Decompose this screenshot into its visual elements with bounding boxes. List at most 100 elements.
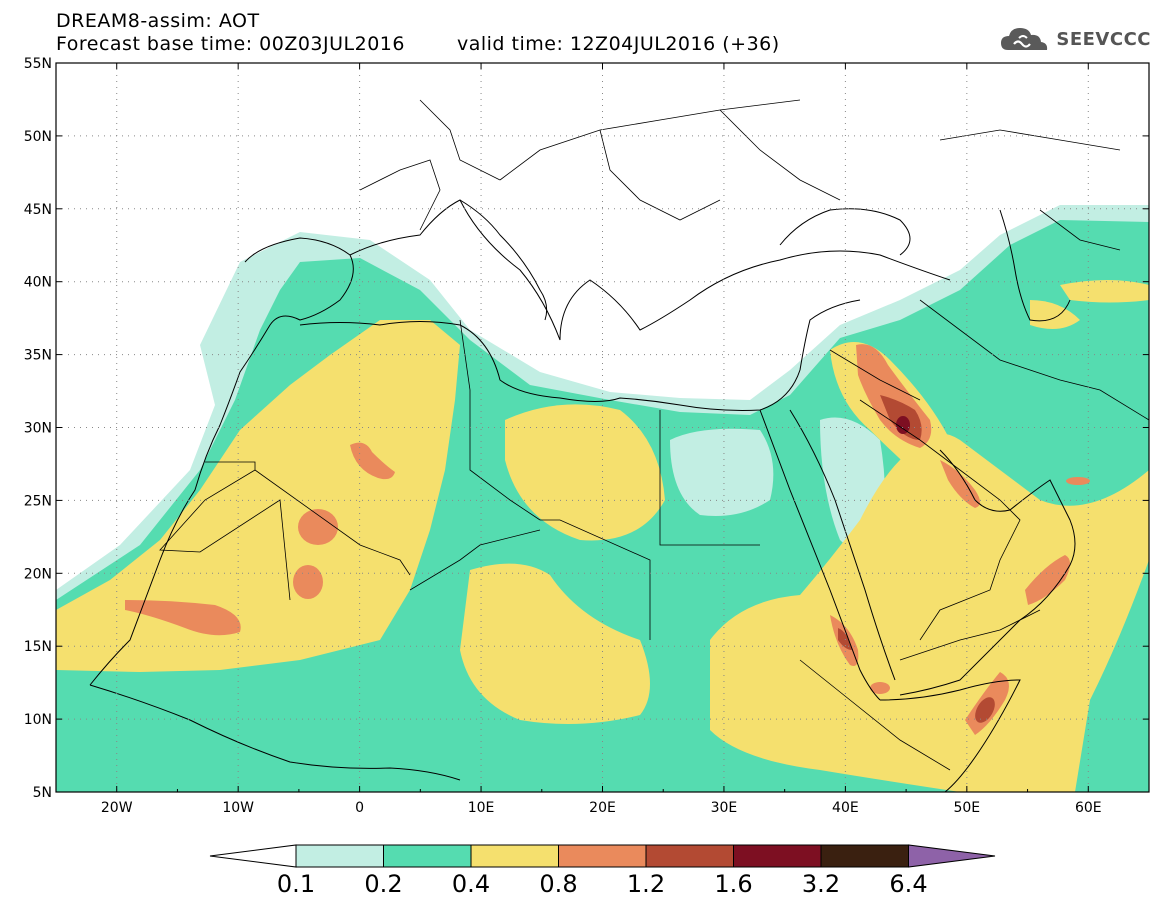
lat-label: 30N [24,421,52,437]
colorbar-label: 3.2 [801,870,841,898]
colorbar-segment [645,844,734,868]
border-iran [919,299,1149,421]
lon-tick-labels: 20W 10W 0 10E 20E 30E 40E 50E 60E [101,800,1102,816]
coast-med-south [299,321,801,411]
lat-label: 25N [24,493,52,509]
aot-band-0.4-chad [460,563,650,724]
coast-levant [799,299,861,371]
cloud-icon [1001,28,1048,50]
aot-hole-egypt [670,428,774,516]
border-france [359,159,441,231]
aot-band-0.4-libya [505,404,665,541]
border-iraq [829,349,921,401]
border-algeria-libya [459,319,541,521]
colorbar-segment [558,844,647,868]
lat-tick-labels: 55N 50N 45N 40N 35N 30N 25N 20N 15N 10N 5N [24,56,52,801]
coast-gulf [899,449,1076,696]
aot-band-1.6-iraq [896,416,910,434]
lat-label: 10N [24,712,52,728]
lat-label: 20N [24,566,52,582]
aot-band-0.8-mali-s [293,565,323,599]
logo-text: SEEVCCC [1056,28,1151,50]
colorbar-segment [295,844,384,868]
colorbar-high-arrow [908,844,996,868]
colorbar [209,844,996,868]
aot-band-0.4-caspian [1030,300,1080,329]
aot-band-0.4-asia [1060,280,1149,303]
colorbar-label: 1.6 [714,870,753,898]
colorbar-label: 0.4 [451,870,491,898]
border-libya-egypt [659,410,760,546]
colorbar-low-arrow [209,844,297,868]
borders [159,99,1149,771]
aot-band-0.8-mali-n [298,509,338,545]
lat-label: 45N [24,202,52,218]
lat-label: 50N [24,129,52,145]
aot-band-0.8-algeria [350,442,395,480]
lat-label: 40N [24,275,52,291]
border-europe-3 [599,129,721,221]
border-niger [409,529,541,591]
border-europe-2 [419,99,501,181]
lat-label: 15N [24,639,52,655]
lon-label: 20E [589,800,616,816]
colorbar-segment [733,844,822,868]
graticule [56,63,1149,792]
lon-label: 10W [222,800,254,816]
border-ethiopia [799,659,951,771]
lat-label: 35N [24,348,52,364]
lat-tick-marks [56,62,1149,793]
coast-red-sea-east [789,409,896,681]
lon-tick-marks [55,63,1150,792]
map-title: DREAM8-assim: AOT [56,10,260,32]
colorbar-segment [470,844,559,868]
coast-iberia-nafrica [89,237,354,686]
lat-label: 5N [33,785,52,801]
lon-label: 50E [953,800,980,816]
coast-red-sea-west [759,409,881,701]
aot-band-0.4-west [56,320,460,672]
colorbar-label: 6.4 [889,870,928,898]
coast-caspian [999,209,1071,322]
coast-horn [879,679,1021,792]
lat-label: 55N [24,56,52,72]
aot-field [56,205,1149,792]
border-yemen [899,609,1041,661]
border-saudi [859,399,1021,641]
coast-west-africa [89,684,461,781]
border-asia-1 [1039,209,1121,251]
colorbar-label: 1.2 [626,870,666,898]
aot-band-0.4-arabia [710,433,1149,792]
aot-band-0.8-djibouti [870,682,890,694]
coast-europe [349,199,951,341]
forecast-base-time: Forecast base time: 00Z03JUL2016 [56,33,405,55]
border-mali [254,469,411,576]
colorbar-segment [383,844,472,868]
coastlines [89,199,1076,792]
border-chad-sudan [540,519,651,640]
aot-band-0.8-mauritania [125,600,241,636]
coast-italy [459,199,548,321]
valid-time: valid time: 12Z04JUL2016 (+36) [456,33,780,55]
coast-black-sea [779,208,911,256]
lon-label: 40E [832,800,859,816]
lon-label: 0 [355,800,364,816]
lon-label: 10E [468,800,495,816]
lon-label: 30E [711,800,738,816]
map-subtitle: Forecast base time: 00Z03JUL2016 valid ti… [56,33,780,55]
seevccc-logo: SEEVCCC [1000,24,1151,54]
aot-band-0.8-kuwait [940,460,980,508]
colorbar-segment [820,844,909,868]
border-europe-4 [719,109,841,201]
colorbar-label: 0.2 [364,870,403,898]
aot-band-0.8-oman [1025,555,1070,605]
aot-band-0.8-uae [1066,477,1090,485]
lon-label: 60E [1075,800,1102,816]
lon-label: 20W [101,800,133,816]
border-mauritania [159,461,291,601]
colorbar-label: 0.1 [276,870,316,898]
border-europe-1 [499,99,801,181]
colorbar-label: 0.8 [539,870,578,898]
border-kazakh [939,129,1121,151]
